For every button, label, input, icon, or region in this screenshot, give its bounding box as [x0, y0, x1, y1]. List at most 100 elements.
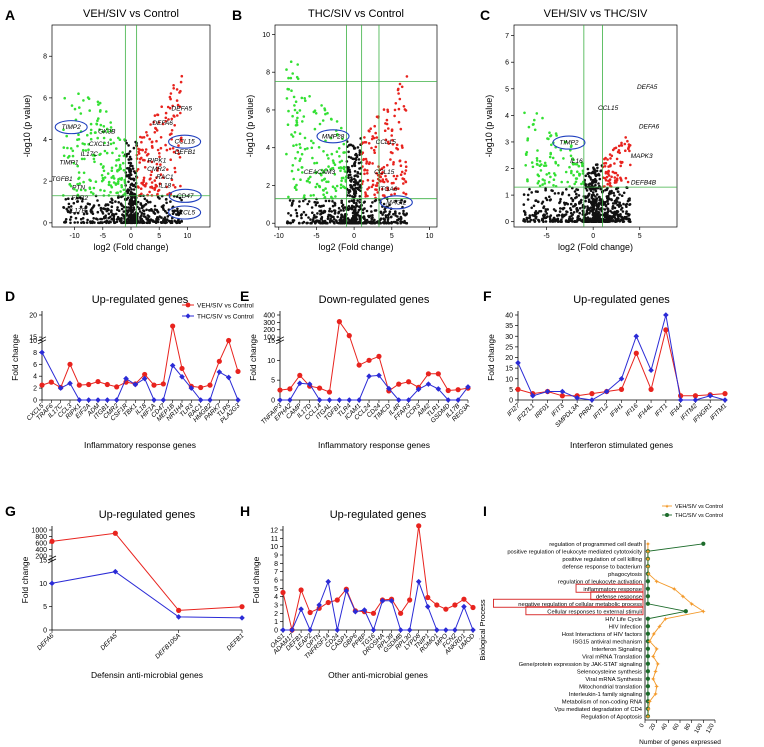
volcano-point — [571, 199, 575, 203]
volcano-point — [565, 188, 568, 191]
volcano-point — [373, 151, 377, 154]
volcano-point — [340, 176, 344, 180]
data-point — [633, 350, 639, 356]
volcano-point — [109, 142, 113, 146]
y-tick-label: 800 — [35, 534, 47, 541]
volcano-point — [537, 180, 541, 183]
volcano-point — [159, 136, 163, 139]
volcano-point — [567, 217, 571, 221]
volcano-point — [155, 162, 159, 166]
volcano-point — [125, 141, 128, 145]
data-point — [298, 587, 304, 593]
volcano-point — [369, 214, 372, 218]
volcano-point — [382, 165, 386, 169]
volcano-point — [84, 188, 87, 192]
data-point — [277, 387, 283, 393]
data-point — [296, 380, 303, 387]
pathway-panel-I: regulation of programmed cell deathposit… — [478, 503, 723, 746]
volcano-point — [352, 147, 356, 150]
volcano-point — [534, 210, 538, 213]
volcano-point — [386, 163, 389, 167]
volcano-point — [524, 164, 527, 167]
volcano-point — [165, 197, 168, 201]
y-tick-label: 4 — [33, 374, 37, 381]
volcano-point — [607, 172, 610, 176]
data-point — [280, 627, 286, 633]
panel-letter-I: I — [483, 503, 487, 519]
series-line-1 — [51, 571, 243, 619]
volcano-point — [62, 128, 65, 131]
volcano-point — [528, 187, 531, 191]
volcano-point — [544, 208, 548, 211]
data-point — [49, 580, 55, 587]
volcano-point — [603, 214, 606, 218]
volcano-point — [352, 206, 356, 209]
volcano-point — [541, 183, 544, 186]
volcano-point — [354, 152, 358, 156]
volcano-point — [608, 214, 612, 218]
volcano-point — [110, 210, 113, 214]
volcano-point — [606, 158, 609, 161]
chart-title: Down-regulated genes — [319, 294, 430, 306]
volcano-point — [380, 187, 384, 191]
data-point — [633, 333, 640, 340]
volcano-point — [92, 204, 96, 207]
pathway-label: negative regulation of cellular metaboli… — [518, 602, 642, 608]
volcano-point — [122, 168, 126, 172]
volcano-point — [352, 199, 356, 202]
volcano-point — [587, 208, 591, 211]
volcano-point — [570, 219, 574, 222]
volcano-point — [366, 188, 369, 191]
volcano-point — [105, 219, 108, 222]
panel-letter-D: D — [5, 288, 15, 304]
volcano-point — [75, 189, 79, 192]
volcano-point — [130, 212, 133, 216]
volcano-point — [131, 164, 134, 168]
volcano-point — [139, 202, 143, 206]
volcano-point — [619, 164, 622, 168]
volcano-point — [615, 177, 619, 180]
volcano-point — [616, 196, 619, 200]
volcano-point — [292, 177, 296, 181]
volcano-point — [126, 196, 130, 200]
volcano-point — [366, 169, 369, 172]
volcano-point — [101, 212, 105, 215]
volcano-point — [629, 163, 632, 167]
volcano-point — [340, 126, 343, 130]
volcano-point — [603, 219, 607, 222]
volcano-point — [585, 209, 589, 213]
volcano-point — [334, 195, 337, 198]
volcano-point — [367, 186, 371, 189]
volcano-point — [169, 92, 173, 95]
gene-label: FPR2 — [71, 195, 88, 202]
volcano-point — [542, 205, 546, 208]
volcano-point — [403, 172, 407, 175]
volcano-point — [594, 183, 597, 187]
volcano-point — [356, 146, 360, 149]
volcano-point — [621, 217, 625, 220]
chart-title: THC/SIV vs Control — [308, 8, 404, 20]
volcano-point — [578, 211, 581, 215]
volcano-point — [404, 192, 408, 196]
volcano-point — [89, 122, 93, 126]
volcano-point — [388, 203, 391, 207]
volcano-point — [384, 210, 387, 213]
volcano-point — [590, 182, 594, 185]
volcano-point — [387, 142, 391, 145]
data-point: ✦ — [654, 683, 660, 691]
volcano-point — [295, 188, 298, 191]
volcano-point — [372, 148, 376, 152]
data-point — [574, 395, 580, 401]
volcano-point — [69, 209, 73, 212]
volcano-point — [350, 184, 353, 187]
gene-label: TIMP1 — [59, 160, 79, 167]
data-point — [280, 589, 286, 596]
volcano-point — [69, 147, 73, 150]
volcano-point — [604, 178, 608, 182]
volcano-point — [140, 214, 143, 217]
volcano-point — [384, 174, 387, 178]
volcano-point — [310, 139, 313, 143]
volcano-point — [133, 192, 136, 196]
volcano-point — [596, 166, 599, 170]
volcano-point — [366, 178, 370, 182]
